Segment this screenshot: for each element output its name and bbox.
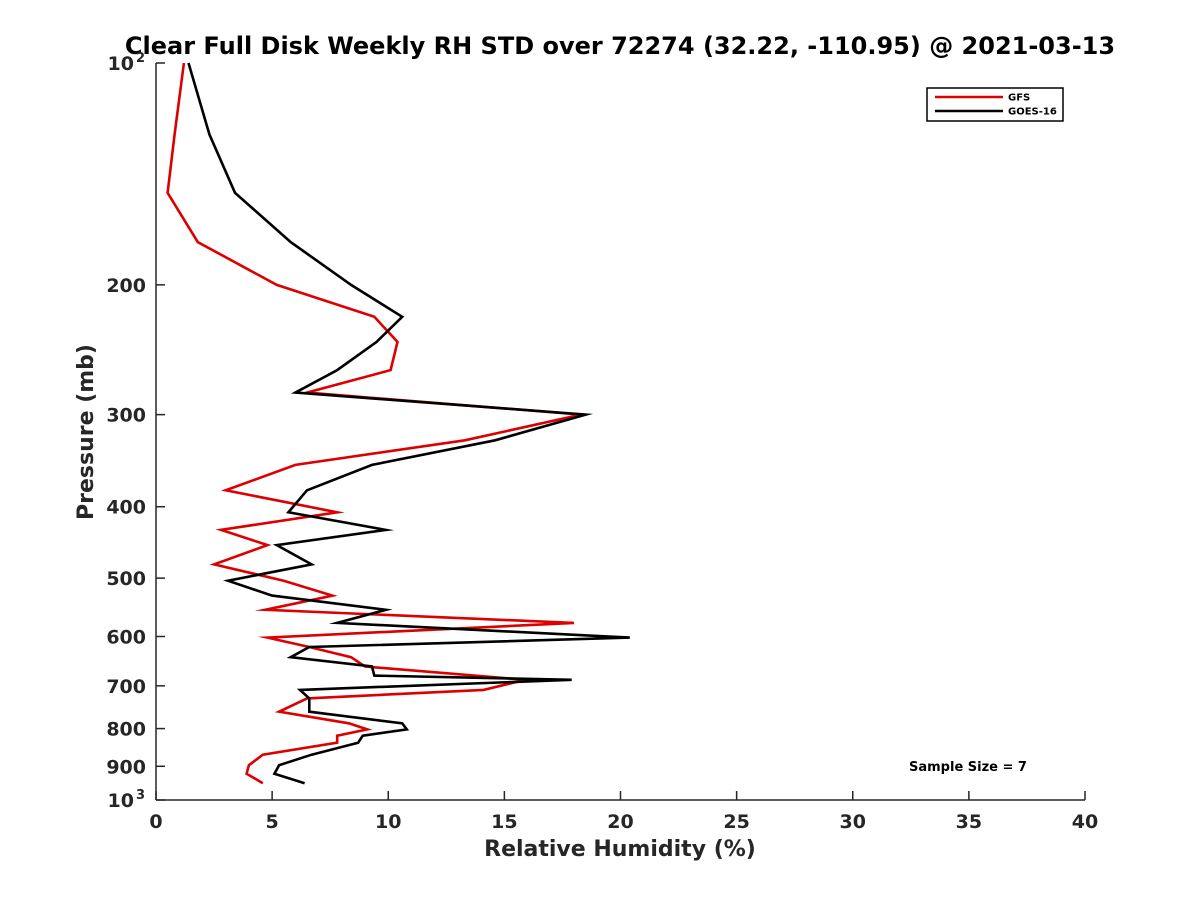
y-tick-label: 600 xyxy=(106,626,146,648)
y-tick-label: 200 xyxy=(106,275,146,297)
series-line-gfs xyxy=(166,62,590,785)
y-tick-label-base: 900 xyxy=(106,756,146,778)
y-tick-label: 500 xyxy=(106,568,146,590)
series-layer xyxy=(166,62,630,785)
y-tick-label-base: 800 xyxy=(106,719,146,741)
chart-title: Clear Full Disk Weekly RH STD over 72274… xyxy=(125,32,1115,60)
legend: GFS GOES-16 xyxy=(926,87,1064,122)
y-tick-label-base: 200 xyxy=(106,275,146,297)
x-tick-label: 0 xyxy=(149,811,162,833)
x-tick-label: 5 xyxy=(266,811,279,833)
y-tick-label-base: 300 xyxy=(106,405,146,427)
legend-box xyxy=(926,87,1064,122)
y-tick-exponent: 3 xyxy=(136,788,145,803)
y-tick-label-base: 400 xyxy=(106,497,146,519)
series-line-goes-16 xyxy=(187,62,630,785)
y-tick-label: 10 xyxy=(108,53,134,75)
legend-label: GOES-16 xyxy=(1008,107,1057,118)
y-tick-label-base: 10 xyxy=(108,790,134,812)
y-tick-exponent: 2 xyxy=(136,51,145,66)
y-tick-label: 300 xyxy=(106,405,146,427)
x-axis-label: Relative Humidity (%) xyxy=(484,837,756,862)
legend-label: GFS xyxy=(1008,93,1030,104)
x-tick-label: 25 xyxy=(723,811,749,833)
y-tick-label: 900 xyxy=(106,756,146,778)
y-tick-label-base: 10 xyxy=(108,53,134,75)
x-tick-label: 30 xyxy=(840,811,866,833)
x-tick-label: 40 xyxy=(1072,811,1098,833)
y-axis-label: Pressure (mb) xyxy=(74,344,99,520)
y-tick-label: 10 xyxy=(108,790,134,812)
x-tick-label: 35 xyxy=(956,811,982,833)
y-tick-label-base: 500 xyxy=(106,568,146,590)
y-tick-label-base: 600 xyxy=(106,626,146,648)
sample-size-annotation: Sample Size = 7 xyxy=(909,760,1027,775)
x-tick-label: 15 xyxy=(491,811,517,833)
x-tick-label: 20 xyxy=(607,811,633,833)
y-tick-label-base: 700 xyxy=(106,676,146,698)
x-tick-label: 10 xyxy=(375,811,401,833)
plot-area xyxy=(155,63,1085,801)
y-tick-label: 700 xyxy=(106,676,146,698)
x-ticks: 0 5 10 15 20 25 30 35 40 xyxy=(149,791,1098,833)
y-tick-label: 800 xyxy=(106,719,146,741)
y-tick-label: 400 xyxy=(106,497,146,519)
